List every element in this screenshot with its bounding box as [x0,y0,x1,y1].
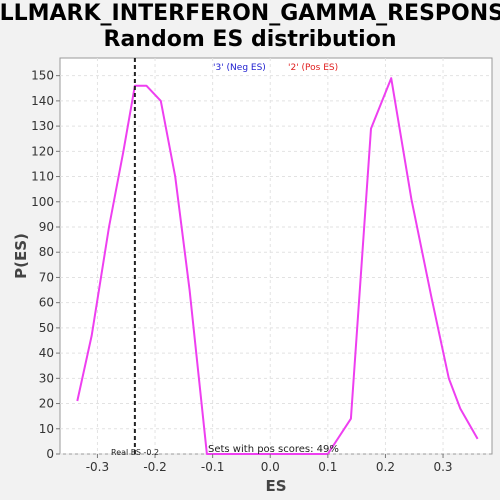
y-tick-label: 150 [31,69,54,83]
x-tick-label: 0.0 [261,460,280,474]
chart-title-line1: HALLMARK_INTERFERON_GAMMA_RESPONSE: [0,1,500,26]
legend-neg-es: '3' (Neg ES) [213,63,266,73]
x-tick-label: -0.3 [86,460,109,474]
x-tick-label: 0.2 [376,460,395,474]
y-tick-label: 0 [46,447,54,461]
y-tick-label: 90 [39,220,54,234]
y-tick-label: 50 [39,321,54,335]
x-tick-label: 0.3 [433,460,452,474]
real-es-label: Real ES -0.2 [111,448,159,457]
y-axis-title: P(ES) [12,233,30,279]
plot-area [59,57,493,455]
grid-lines [60,58,492,455]
y-tick-label: 140 [31,94,54,108]
y-tick-label: 60 [39,296,54,310]
y-tick-label: 30 [39,371,54,385]
y-tick-label: 10 [39,422,54,436]
x-axis-title: ES [265,477,286,495]
y-tick-label: 80 [39,245,54,259]
y-tick-label: 70 [39,270,54,284]
pos-scores-label: Sets with pos scores: 49% [208,444,339,455]
x-axis-ticks: -0.3 -0.2 -0.1 0.0 0.1 0.2 0.3 [86,454,453,474]
chart-title-line2: Random ES distribution [104,27,397,52]
y-tick-label: 40 [39,346,54,360]
es-distribution-line [76,77,479,455]
legend-pos-es: '2' (Pos ES) [288,63,338,73]
y-tick-label: 130 [31,119,54,133]
x-tick-label: -0.2 [143,460,166,474]
y-tick-label: 100 [31,195,54,209]
series-layer [76,77,479,455]
x-tick-label: 0.1 [318,460,337,474]
y-tick-label: 110 [31,170,54,184]
y-axis-ticks: 0 10 20 30 40 50 60 70 80 90 100 110 120 130 140 150 [31,69,60,461]
y-tick-label: 20 [39,397,54,411]
y-tick-label: 120 [31,144,54,158]
x-tick-label: -0.1 [201,460,224,474]
